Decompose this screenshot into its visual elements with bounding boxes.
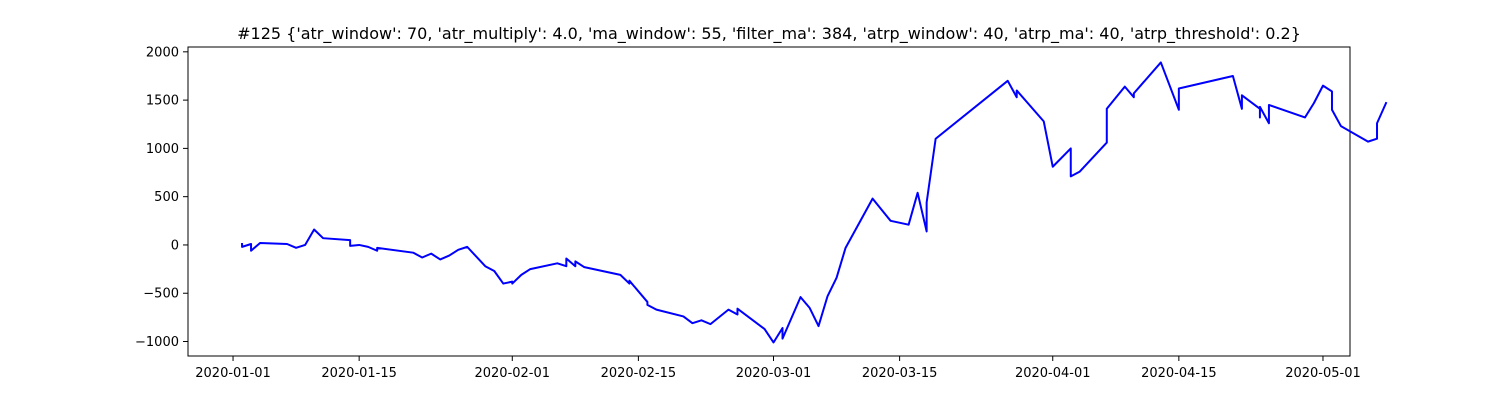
y-tick-label: 1500 [146,94,179,109]
y-tick-label: −500 [143,287,179,302]
x-tick-label: 2020-04-01 [1015,366,1091,381]
x-tick-label: 2020-02-15 [601,366,677,381]
x-tick-label: 2020-01-15 [321,366,397,381]
x-tick-label: 2020-03-01 [736,366,812,381]
x-tick-label: 2020-05-01 [1285,366,1361,381]
y-tick-label: 0 [171,238,179,253]
x-tick-label: 2020-03-15 [862,366,938,381]
plot-area [187,46,1388,357]
x-tick-label: 2020-04-15 [1141,366,1217,381]
chart-title: #125 {'atr_window': 70, 'atr_multiply': … [237,24,1301,44]
y-tick-label: 1000 [146,142,179,157]
y-tick-label: 2000 [146,45,179,60]
x-axis: 2020-01-01 2020-01-15 2020-02-01 2020-02-15… [195,356,1361,381]
x-tick-label: 2020-01-01 [195,366,271,381]
y-axis: −1000 −500 0 500 1000 1500 2000 [135,45,188,350]
x-tick-label: 2020-02-01 [474,366,550,381]
y-tick-label: 500 [154,190,179,205]
plot-frame [187,46,1351,357]
y-tick-label: −1000 [135,335,179,350]
series-line-0 [241,61,1388,344]
